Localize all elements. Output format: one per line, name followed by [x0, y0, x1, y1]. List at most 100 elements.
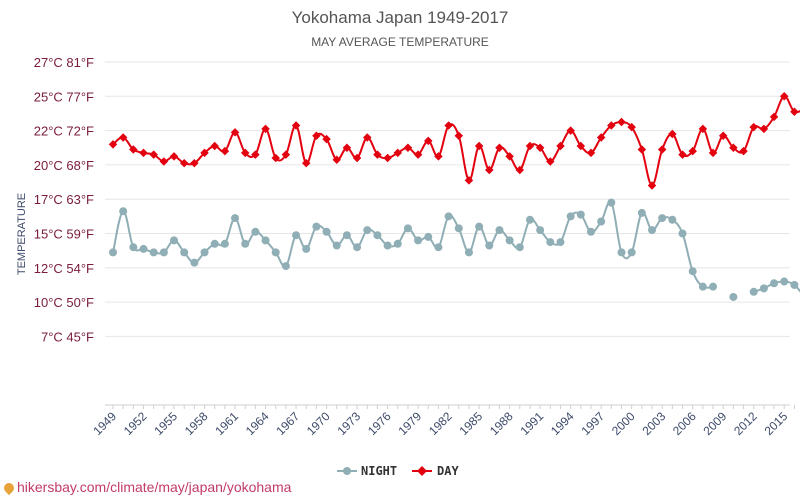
night-point[interactable]: [292, 231, 301, 240]
source-link[interactable]: hikersbay.com/climate/may/japan/yokohama: [1, 479, 291, 496]
day-point[interactable]: [505, 152, 514, 161]
night-point[interactable]: [658, 214, 667, 223]
day-point[interactable]: [159, 157, 169, 166]
day-point[interactable]: [190, 158, 199, 168]
night-point[interactable]: [464, 248, 473, 257]
night-point[interactable]: [271, 248, 280, 257]
day-point[interactable]: [657, 145, 667, 154]
day-point[interactable]: [271, 153, 280, 163]
night-point[interactable]: [200, 248, 209, 257]
day-point[interactable]: [322, 134, 331, 144]
night-point[interactable]: [556, 238, 565, 247]
night-point[interactable]: [475, 222, 484, 231]
day-point[interactable]: [240, 148, 250, 158]
day-point[interactable]: [363, 133, 372, 142]
night-point[interactable]: [119, 207, 128, 216]
day-point[interactable]: [637, 145, 647, 154]
day-point[interactable]: [444, 121, 453, 130]
night-point[interactable]: [627, 248, 636, 257]
night-point[interactable]: [607, 198, 616, 207]
day-point[interactable]: [454, 131, 464, 140]
night-point[interactable]: [190, 258, 199, 267]
night-point[interactable]: [241, 239, 250, 248]
night-point[interactable]: [434, 243, 443, 252]
day-point[interactable]: [424, 136, 433, 146]
night-point[interactable]: [698, 282, 707, 291]
night-point[interactable]: [332, 241, 341, 250]
day-point[interactable]: [230, 128, 240, 137]
day-point[interactable]: [352, 153, 362, 163]
day-point[interactable]: [169, 152, 179, 161]
night-point[interactable]: [109, 248, 117, 257]
night-point[interactable]: [312, 222, 321, 231]
night-point[interactable]: [597, 217, 606, 226]
night-point[interactable]: [424, 232, 433, 241]
night-point[interactable]: [505, 236, 514, 245]
night-point[interactable]: [149, 248, 158, 257]
day-point[interactable]: [434, 152, 443, 161]
night-point[interactable]: [729, 292, 738, 301]
night-point[interactable]: [220, 239, 229, 248]
night-point[interactable]: [302, 244, 311, 253]
day-point[interactable]: [179, 158, 189, 168]
night-point[interactable]: [454, 224, 463, 233]
night-point[interactable]: [251, 227, 260, 236]
night-point[interactable]: [231, 214, 240, 223]
day-point[interactable]: [129, 145, 138, 154]
night-point[interactable]: [403, 224, 412, 233]
night-point[interactable]: [780, 277, 789, 286]
night-point[interactable]: [576, 210, 585, 219]
day-point[interactable]: [281, 150, 291, 159]
day-point[interactable]: [108, 140, 118, 149]
day-point[interactable]: [261, 124, 270, 134]
day-point[interactable]: [251, 150, 260, 159]
night-point[interactable]: [688, 267, 697, 276]
night-point[interactable]: [495, 226, 504, 235]
night-point[interactable]: [709, 282, 718, 291]
day-point[interactable]: [495, 143, 504, 152]
night-point[interactable]: [383, 241, 392, 250]
day-point[interactable]: [383, 153, 392, 163]
night-point[interactable]: [586, 227, 595, 236]
night-point[interactable]: [353, 243, 362, 252]
night-point[interactable]: [617, 248, 626, 257]
night-point[interactable]: [159, 248, 168, 257]
day-point[interactable]: [373, 150, 382, 159]
day-point[interactable]: [525, 141, 535, 151]
night-point[interactable]: [363, 226, 372, 235]
day-point[interactable]: [342, 143, 352, 152]
night-point[interactable]: [393, 239, 402, 248]
legend[interactable]: NIGHT DAY: [337, 464, 459, 478]
day-point[interactable]: [291, 121, 301, 130]
night-point[interactable]: [749, 287, 758, 296]
day-point[interactable]: [393, 148, 403, 158]
day-point[interactable]: [464, 176, 474, 185]
day-point[interactable]: [139, 148, 148, 158]
night-point[interactable]: [678, 229, 687, 238]
night-point[interactable]: [648, 226, 657, 235]
day-point[interactable]: [301, 158, 311, 168]
day-point[interactable]: [739, 146, 748, 156]
night-point[interactable]: [414, 236, 423, 245]
night-point[interactable]: [444, 212, 453, 221]
night-point[interactable]: [322, 227, 331, 236]
night-point[interactable]: [139, 244, 148, 253]
day-point[interactable]: [200, 148, 209, 158]
night-point[interactable]: [170, 236, 179, 245]
day-point[interactable]: [474, 141, 484, 151]
day-point[interactable]: [485, 165, 494, 175]
night-point[interactable]: [261, 236, 270, 245]
night-point[interactable]: [790, 280, 799, 289]
night-point[interactable]: [485, 241, 494, 250]
night-point[interactable]: [759, 284, 768, 293]
night-point[interactable]: [546, 238, 555, 247]
day-point[interactable]: [556, 141, 565, 151]
night-point[interactable]: [525, 215, 534, 224]
day-point[interactable]: [332, 155, 341, 164]
day-point[interactable]: [403, 143, 413, 152]
day-point[interactable]: [210, 141, 219, 151]
night-point[interactable]: [637, 208, 646, 217]
night-point[interactable]: [129, 243, 138, 252]
night-point[interactable]: [180, 248, 189, 257]
night-point[interactable]: [515, 243, 524, 252]
